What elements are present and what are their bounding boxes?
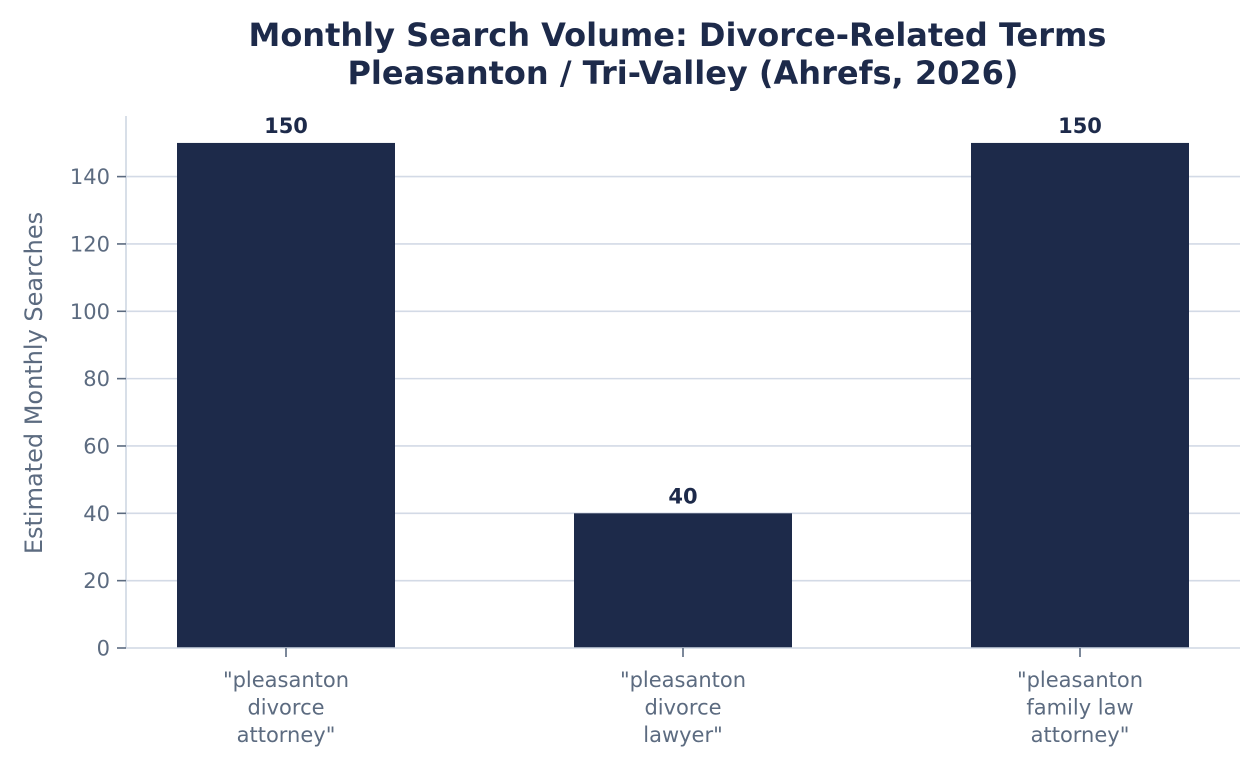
bar-3 — [971, 142, 1189, 648]
bar-1 — [177, 142, 395, 648]
chart-title: Monthly Search Volume: Divorce-Related T… — [248, 16, 1117, 92]
x-tick-label-line: lawyer" — [643, 723, 723, 747]
axes — [117, 116, 1240, 657]
x-tick-label-line: attorney" — [237, 723, 336, 747]
x-tick-label: "pleasanton divorce attorney" — [223, 668, 349, 747]
x-tick-label-line: attorney" — [1031, 723, 1130, 747]
chart-title-line-1: Monthly Search Volume: Divorce-Related T… — [248, 16, 1106, 54]
y-tick-label: 80 — [83, 367, 110, 391]
labels: 0 20 40 60 80 100 120 140 "pleasanton divorce atto… — [70, 114, 1143, 747]
x-tick-label-line: "pleasanton — [1017, 668, 1143, 692]
y-tick-label: 20 — [83, 569, 110, 593]
x-tick-label-line: divorce — [247, 696, 324, 720]
y-tick-label: 0 — [97, 637, 110, 661]
x-tick-label-line: "pleasanton — [620, 668, 746, 692]
data-label: 40 — [668, 484, 697, 508]
chart-title-line-2: Pleasanton / Tri-Valley (Ahrefs, 2026) — [347, 54, 1018, 92]
bars — [177, 142, 1189, 648]
x-tick-label-line: divorce — [644, 696, 721, 720]
y-axis-label: Estimated Monthly Searches — [20, 212, 48, 554]
y-tick-label: 120 — [70, 232, 110, 256]
y-tick-label: 140 — [70, 165, 110, 189]
y-tick-label: 100 — [70, 300, 110, 324]
x-tick-label: "pleasanton family law attorney" — [1017, 668, 1143, 747]
y-tick-label: 60 — [83, 434, 110, 458]
x-tick-label: "pleasanton divorce lawyer" — [620, 668, 746, 747]
x-tick-label-line: family law — [1026, 696, 1133, 720]
bar-2 — [574, 513, 792, 648]
data-label: 150 — [264, 114, 308, 138]
y-tick-label: 40 — [83, 502, 110, 526]
data-label: 150 — [1058, 114, 1102, 138]
x-tick-label-line: "pleasanton — [223, 668, 349, 692]
